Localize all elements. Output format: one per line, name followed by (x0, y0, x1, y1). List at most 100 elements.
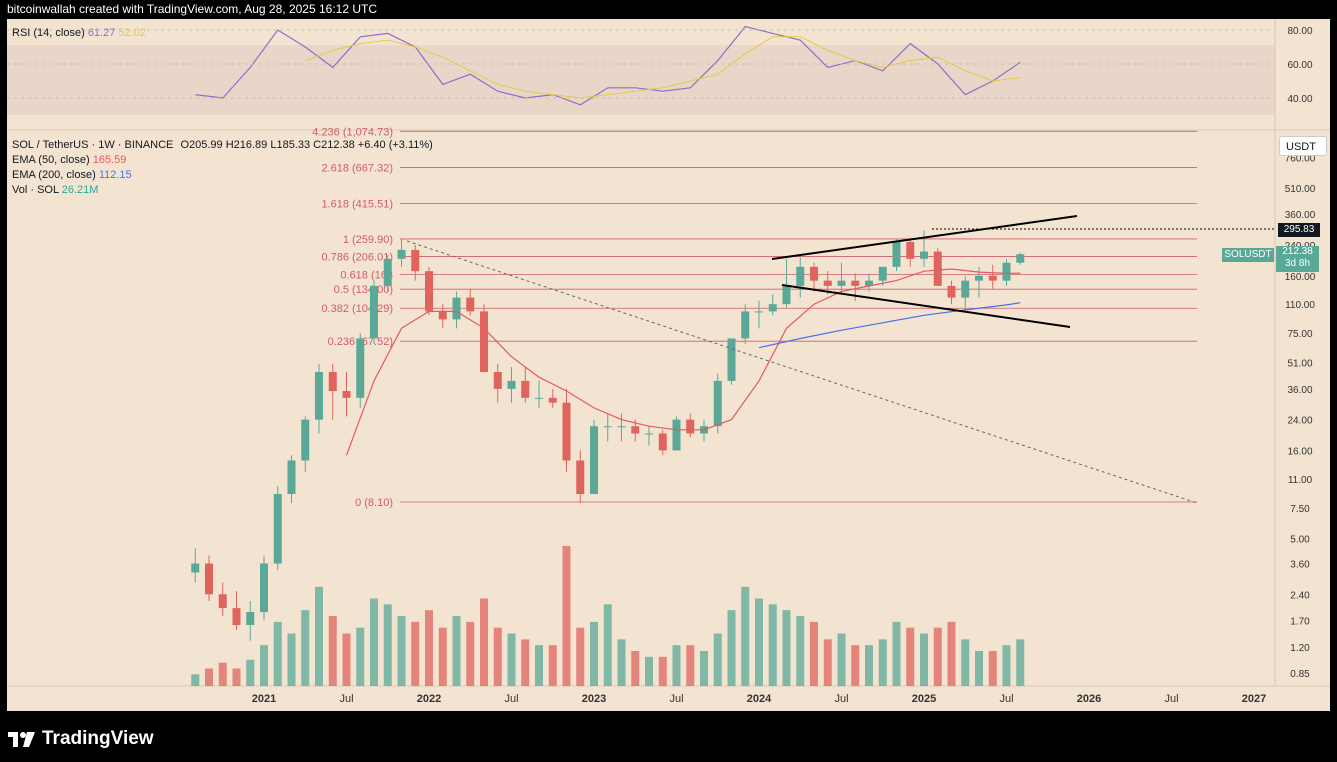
ema50-label: EMA (50, close) (12, 154, 90, 166)
axes: 80.0060.0040.00760.00510.00360.00240.001… (252, 26, 1316, 705)
price-tick-label: 0.85 (1290, 669, 1310, 680)
volume-bar (947, 621, 956, 686)
candle-body (741, 311, 750, 339)
price-tick-label: 3.60 (1290, 560, 1310, 571)
volume-bar (755, 598, 763, 686)
candle-body (507, 380, 516, 389)
candle-body (232, 608, 241, 626)
candle-body (411, 249, 420, 272)
rsi-legend: RSI (14, close) 61.27 52.02 (12, 27, 146, 39)
volume-bar (590, 621, 598, 686)
fib-level-label: 4.236 (1,074.73) (312, 126, 393, 138)
candle-body (452, 297, 461, 320)
volume-bar (768, 604, 777, 686)
candle-body (521, 380, 530, 398)
volume-bar (603, 604, 612, 686)
volume-bars (191, 546, 1025, 686)
volume-bar (782, 610, 791, 686)
rsi-legend-value: 61.27 (87, 27, 116, 39)
price-tick-label: 36.00 (1287, 385, 1312, 396)
volume-bar (466, 621, 475, 686)
candle-body (796, 266, 805, 286)
candle-body (383, 258, 392, 286)
rsi-line (195, 25, 1021, 106)
price-tick-label: 75.00 (1287, 329, 1312, 340)
candle-body (782, 285, 791, 305)
rsi-tick-label: 80.00 (1287, 26, 1312, 37)
volume-value: 26.21M (61, 184, 99, 196)
candle-body (947, 285, 956, 298)
symbol-title: SOL / TetherUS · 1W · BINANCE (12, 139, 174, 151)
bar-countdown: 3d 8h (1284, 258, 1311, 269)
footer-bar: TradingView (0, 712, 1337, 762)
candle-body (205, 563, 213, 595)
time-tick-label: 2026 (1077, 693, 1101, 705)
currency-button[interactable]: USDT (1279, 136, 1327, 156)
chart-background (7, 19, 1330, 711)
volume-label: Vol · SOL (12, 184, 59, 196)
volume-bar (397, 616, 406, 686)
candle-body (397, 249, 406, 259)
volume-bar (287, 633, 296, 686)
volume-bar (493, 627, 502, 686)
candle-body (603, 426, 612, 428)
candle-body (975, 275, 983, 281)
volume-bar (576, 627, 585, 686)
candle-body (686, 419, 695, 434)
candle-body (328, 371, 337, 392)
volume-bar (535, 645, 543, 686)
volume-bar (796, 616, 805, 686)
volume-bar (342, 633, 351, 686)
price-tick-label: 11.00 (1288, 475, 1313, 486)
rsi-ma-legend-value: 52.02 (118, 27, 146, 39)
volume-bar (260, 645, 268, 686)
volume-bar (975, 651, 983, 686)
candle-body (273, 494, 282, 564)
volume-bar (438, 627, 447, 686)
volume-bar (562, 546, 571, 686)
time-tick-label: 2022 (417, 693, 441, 705)
time-tick-label: Jul (999, 693, 1013, 705)
price-tick-label: 24.00 (1287, 416, 1312, 427)
diagonal-trendline (406, 240, 1198, 504)
fibonacci-levels: 4.236 (1,074.73) 2.618 (667.32) 1.618 (415… (312, 126, 1197, 509)
candle-body (920, 251, 928, 259)
symbol-legend: SOL / TetherUS · 1W · BINANCE O205.99 H2… (12, 139, 433, 151)
fib-level-label: 0.618 (163 (340, 269, 393, 281)
candle-body (631, 426, 640, 434)
last-price-tag: 212.38 3d 8h (1276, 246, 1319, 272)
candle-body (425, 271, 433, 312)
volume-bar (631, 651, 640, 686)
volume-bar (700, 651, 708, 686)
price-tick-label: 2.40 (1290, 590, 1310, 601)
price-tick-label: 16.00 (1287, 446, 1312, 457)
time-tick-label: 2021 (252, 693, 276, 705)
price-tick-label: 110.00 (1285, 300, 1315, 311)
ema50-line (345, 268, 1021, 456)
volume-bar (878, 639, 887, 686)
tradingview-logo-text: TradingView (42, 728, 154, 749)
volume-bar (810, 621, 818, 686)
candle-body (466, 297, 475, 312)
candle-body (823, 280, 832, 286)
volume-bar (356, 627, 365, 686)
candle-body (988, 275, 997, 281)
candle-body (562, 402, 571, 461)
price-tick-label: 760.00 (1285, 154, 1316, 165)
volume-bar (988, 651, 997, 686)
volume-bar (452, 616, 461, 686)
time-tick-label: 2025 (912, 693, 936, 705)
volume-bar (713, 633, 722, 686)
candle-body (218, 594, 227, 609)
chart-canvas[interactable]: 4.236 (1,074.73) 2.618 (667.32) 1.618 (415… (0, 0, 1337, 712)
candlesticks (191, 230, 1025, 641)
lower-trendline (781, 284, 1071, 328)
candle-body (576, 460, 585, 495)
volume-bar (892, 621, 901, 686)
volume-bar (246, 659, 255, 686)
time-tick-label: Jul (834, 693, 848, 705)
rsi-band (7, 45, 1275, 115)
tradingview-logo[interactable]: TradingView (8, 728, 154, 750)
candle-body (342, 391, 351, 398)
time-tick-label: Jul (339, 693, 353, 705)
